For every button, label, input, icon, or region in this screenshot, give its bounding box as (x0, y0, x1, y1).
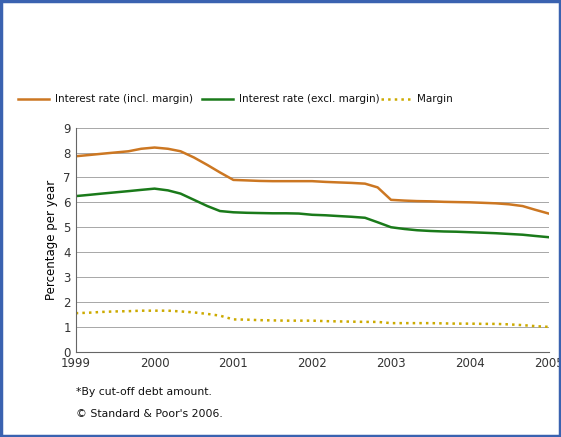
Text: Interest rate (excl. margin): Interest rate (excl. margin) (238, 94, 379, 104)
Text: © Standard & Poor's 2006.: © Standard & Poor's 2006. (76, 409, 223, 419)
Text: *By cut-off debt amount.: *By cut-off debt amount. (76, 387, 211, 397)
Y-axis label: Percentage per year: Percentage per year (45, 180, 58, 300)
Text: Chart 1: Weighted-Average Interest Rate, Interest Rate Before Margin, and Loan: Chart 1: Weighted-Average Interest Rate,… (8, 15, 546, 28)
Text: Margin: Margin (417, 94, 453, 104)
Text: Interest rate (incl. margin): Interest rate (incl. margin) (54, 94, 192, 104)
Text: Margin*: Margin* (8, 45, 61, 59)
